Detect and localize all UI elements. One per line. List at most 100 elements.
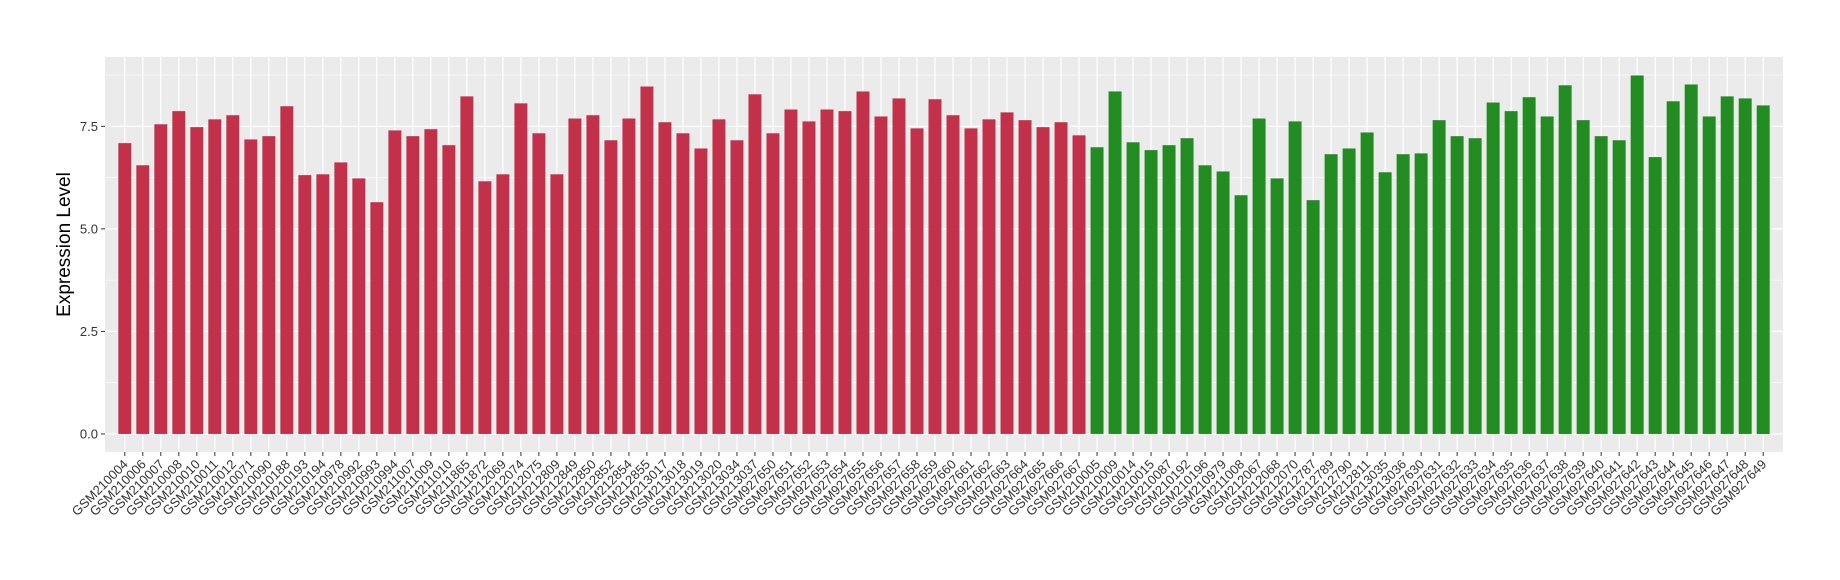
- y-tick-label: 2.5: [80, 324, 98, 339]
- bar-GSM212790: [1342, 148, 1356, 434]
- bar-GSM927636: [1522, 97, 1536, 434]
- bar-GSM210993: [370, 202, 384, 434]
- bar-GSM927651: [784, 109, 798, 434]
- bar-GSM927667: [1072, 135, 1086, 434]
- bar-GSM211007: [406, 136, 420, 434]
- y-tick-label: 7.5: [80, 119, 98, 134]
- bar-GSM210071: [244, 139, 258, 434]
- bar-GSM927654: [838, 111, 852, 434]
- bar-GSM210008: [172, 111, 186, 434]
- bar-GSM213037: [748, 94, 762, 434]
- bar-GSM927666: [1054, 122, 1068, 434]
- bar-GSM212787: [1306, 200, 1320, 434]
- bar-GSM210196: [1198, 165, 1212, 434]
- bar-GSM927640: [1594, 136, 1608, 434]
- bar-GSM213036: [1396, 154, 1410, 434]
- bar-GSM212852: [604, 140, 618, 434]
- bar-GSM213018: [676, 133, 690, 434]
- bar-GSM210004: [118, 143, 132, 434]
- bar-GSM212850: [586, 115, 600, 434]
- bar-GSM210994: [388, 130, 402, 434]
- bar-GSM211008: [1234, 195, 1248, 434]
- bar-GSM211872: [478, 181, 492, 434]
- bar-GSM927658: [910, 128, 924, 434]
- bar-GSM212849: [568, 118, 582, 434]
- bar-GSM927644: [1666, 101, 1680, 434]
- bar-GSM212070: [1288, 121, 1302, 434]
- bar-GSM210015: [1144, 150, 1158, 434]
- bar-GSM210194: [316, 174, 330, 434]
- bar-GSM927659: [928, 99, 942, 434]
- bar-GSM927630: [1414, 153, 1428, 434]
- y-tick-label: 5.0: [80, 221, 98, 236]
- bar-GSM210009: [1108, 91, 1122, 434]
- bar-GSM211865: [460, 96, 474, 434]
- bar-GSM213035: [1378, 172, 1392, 434]
- bar-GSM927645: [1684, 84, 1698, 434]
- bar-GSM211009: [424, 129, 438, 434]
- bar-GSM927637: [1540, 116, 1554, 434]
- bar-GSM927647: [1720, 96, 1734, 434]
- bar-GSM927638: [1558, 85, 1572, 434]
- bar-GSM213034: [730, 140, 744, 434]
- bar-GSM927662: [982, 119, 996, 434]
- bar-GSM927656: [874, 116, 888, 434]
- bar-GSM927655: [856, 91, 870, 434]
- bar-GSM927652: [802, 121, 816, 434]
- bar-GSM212074: [514, 103, 528, 434]
- bar-GSM927663: [1000, 112, 1014, 434]
- bar-GSM927660: [946, 115, 960, 434]
- bar-GSM210007: [154, 124, 168, 434]
- y-tick-label: 0.0: [80, 426, 98, 441]
- bar-GSM210087: [1162, 145, 1176, 434]
- bar-GSM210192: [1180, 138, 1194, 434]
- bar-GSM210005: [1090, 147, 1104, 434]
- bar-GSM210014: [1126, 142, 1140, 434]
- y-axis: 0.0 2.5 5.0 7.5: [80, 119, 105, 441]
- bar-GSM212067: [1252, 118, 1266, 434]
- bar-GSM210979: [1216, 171, 1230, 434]
- bar-GSM210006: [136, 165, 150, 434]
- bar-GSM210012: [226, 115, 240, 434]
- bars: [118, 75, 1770, 434]
- bar-GSM213017: [658, 122, 672, 434]
- bar-GSM927657: [892, 98, 906, 434]
- bar-GSM210193: [298, 175, 312, 434]
- bar-GSM212811: [1360, 132, 1374, 434]
- bar-GSM927635: [1504, 111, 1518, 434]
- bar-GSM210010: [190, 127, 204, 434]
- bar-GSM927632: [1450, 136, 1464, 434]
- bar-GSM927649: [1756, 105, 1770, 434]
- bar-GSM927643: [1648, 157, 1662, 434]
- bar-GSM213020: [712, 119, 726, 434]
- plot-panel: [105, 57, 1783, 452]
- y-axis-title: Expression Level: [54, 172, 75, 317]
- bar-GSM927631: [1432, 120, 1446, 434]
- bar-GSM210188: [280, 106, 294, 434]
- bar-GSM927641: [1612, 140, 1626, 434]
- bar-GSM927639: [1576, 120, 1590, 434]
- bar-GSM213019: [694, 148, 708, 434]
- bar-GSM927646: [1702, 116, 1716, 434]
- bar-GSM210992: [352, 178, 366, 434]
- bar-GSM210090: [262, 136, 276, 434]
- bar-GSM927648: [1738, 98, 1752, 434]
- bar-GSM927634: [1486, 102, 1500, 434]
- x-axis: GSM210004GSM210006GSM210007GSM210008GSM2…: [69, 452, 1769, 519]
- bar-GSM927633: [1468, 138, 1482, 434]
- bar-GSM927642: [1630, 75, 1644, 434]
- bar-GSM927661: [964, 128, 978, 434]
- bar-GSM212789: [1324, 154, 1338, 434]
- bar-GSM212075: [532, 133, 546, 434]
- bar-GSM212069: [496, 174, 510, 434]
- bar-GSM212809: [550, 174, 564, 434]
- bar-GSM212855: [640, 86, 654, 434]
- bar-GSM212068: [1270, 178, 1284, 434]
- bar-GSM210978: [334, 162, 348, 434]
- bar-GSM927664: [1018, 120, 1032, 434]
- bar-GSM927653: [820, 109, 834, 434]
- bar-GSM211010: [442, 145, 456, 434]
- bar-GSM212854: [622, 118, 636, 434]
- bar-GSM927665: [1036, 127, 1050, 434]
